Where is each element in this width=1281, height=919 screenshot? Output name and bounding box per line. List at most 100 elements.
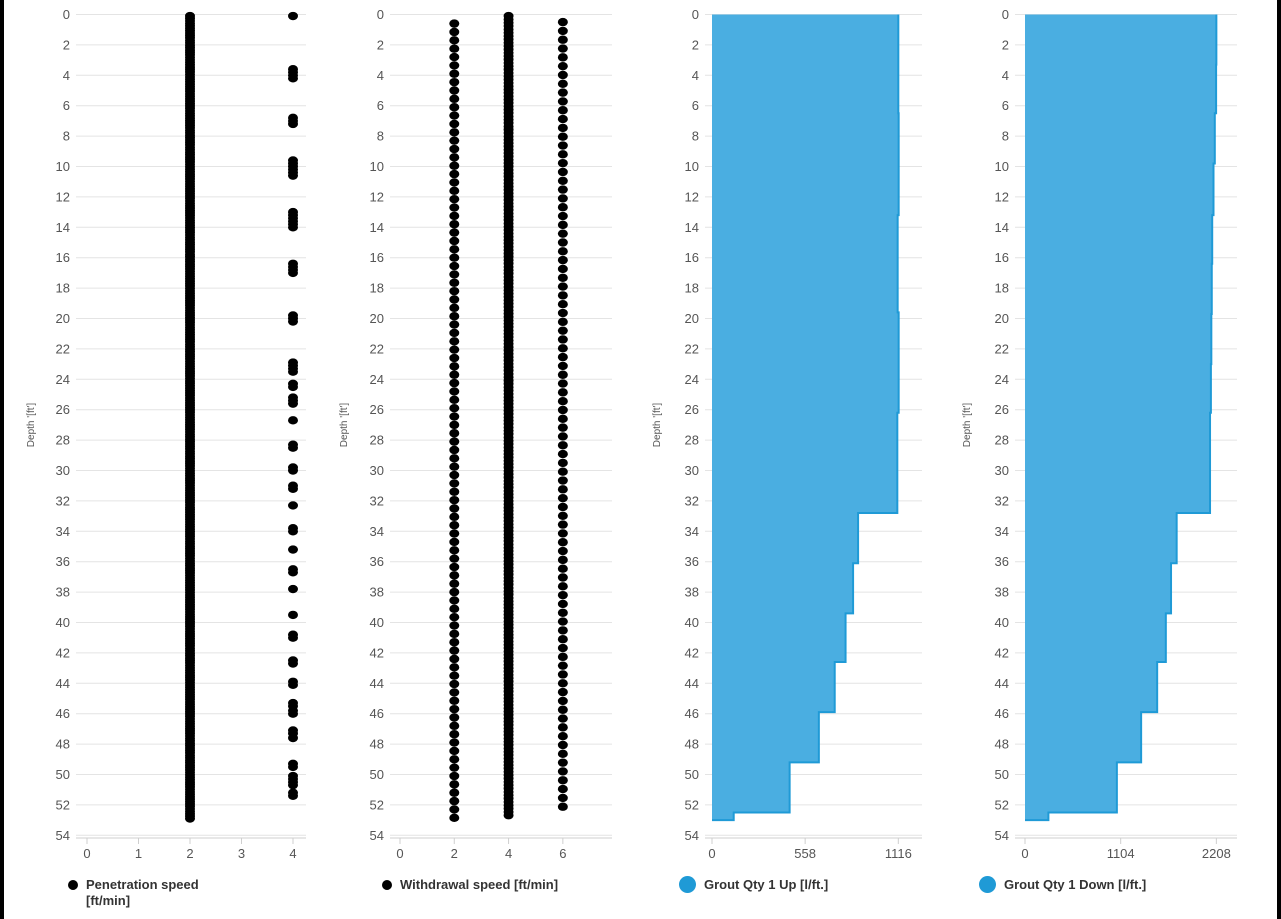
data-point <box>557 247 568 256</box>
data-point <box>449 328 460 338</box>
y-tick-label: 24 <box>995 372 1009 387</box>
data-point <box>449 69 460 78</box>
data-point <box>449 479 460 488</box>
y-tick-label: 34 <box>56 524 70 539</box>
data-point <box>557 79 568 89</box>
data-point <box>288 466 298 475</box>
y-tick-label: 6 <box>1002 98 1009 113</box>
data-point <box>288 416 298 425</box>
y-tick-label: 28 <box>995 433 1009 448</box>
y-tick-label: 42 <box>370 645 384 660</box>
legend-penetration-speed[interactable]: Penetration speed [ft/min] <box>68 877 246 909</box>
data-point <box>557 564 568 573</box>
legend-grout-qty-up[interactable]: Grout Qty 1 Up [l/ft.] <box>679 876 828 893</box>
data-point <box>449 554 460 563</box>
data-point <box>449 504 460 513</box>
y-tick-label: 20 <box>685 311 699 326</box>
data-point <box>557 670 568 679</box>
data-point <box>557 264 568 274</box>
data-point <box>449 136 460 145</box>
data-point <box>288 223 298 232</box>
data-point <box>557 326 568 335</box>
data-point <box>449 353 460 363</box>
data-point <box>288 317 298 326</box>
data-point <box>557 229 568 238</box>
data-point <box>449 278 460 287</box>
data-point <box>449 119 460 129</box>
legend-grout-qty-down[interactable]: Grout Qty 1 Down [l/ft.] <box>979 876 1146 893</box>
data-point <box>449 387 460 396</box>
data-point <box>449 337 460 346</box>
data-point <box>557 679 568 688</box>
y-tick-label: 2 <box>692 37 699 52</box>
y-tick-label: 10 <box>370 159 384 174</box>
y-tick-label: 50 <box>685 767 699 782</box>
data-point <box>449 462 460 471</box>
y-tick-label: 14 <box>370 220 384 235</box>
y-axis-label: Depth '[ft'] <box>26 403 37 448</box>
y-tick-label: 10 <box>995 159 1009 174</box>
data-point <box>557 388 568 397</box>
y-axis-label: Depth '[ft'] <box>339 403 350 448</box>
y-tick-label: 2 <box>377 37 384 52</box>
y-tick-label: 4 <box>63 68 70 83</box>
data-point <box>503 811 514 820</box>
grout-area-fill <box>1025 14 1217 821</box>
data-point <box>449 220 460 229</box>
data-point <box>449 730 460 739</box>
y-tick-label: 52 <box>370 797 384 812</box>
withdrawal-speed-chart: 0246810121416182022242628303234363840424… <box>339 7 612 861</box>
data-point <box>288 762 298 772</box>
y-tick-label: 14 <box>56 220 70 235</box>
data-point <box>449 270 460 279</box>
data-point <box>288 610 298 620</box>
data-point <box>557 53 568 62</box>
y-tick-label: 16 <box>995 250 1009 265</box>
y-tick-label: 36 <box>685 554 699 569</box>
data-point <box>449 312 460 321</box>
data-point <box>557 617 568 626</box>
data-point <box>288 633 298 642</box>
data-point <box>288 501 298 510</box>
data-point <box>449 295 460 304</box>
data-point <box>288 74 298 83</box>
data-point <box>557 220 568 230</box>
data-point <box>449 587 460 597</box>
y-tick-label: 32 <box>685 493 699 508</box>
data-point <box>449 537 460 547</box>
data-point <box>557 626 568 635</box>
grout-qty-down-chart: 0246810121416182022242628303234363840424… <box>962 7 1237 861</box>
data-point <box>449 738 460 747</box>
y-tick-label: 48 <box>56 737 70 752</box>
y-tick-label: 20 <box>370 311 384 326</box>
data-point <box>557 758 568 767</box>
y-tick-label: 16 <box>685 250 699 265</box>
data-point <box>449 111 460 120</box>
data-point <box>557 476 568 485</box>
legend-withdrawal-speed[interactable]: Withdrawal speed [ft/min] <box>382 877 558 893</box>
data-point <box>449 144 460 154</box>
y-tick-label: 40 <box>995 615 1009 630</box>
data-point <box>557 546 568 556</box>
data-point <box>449 713 460 722</box>
y-tick-label: 22 <box>995 341 1009 356</box>
data-point <box>288 680 298 690</box>
data-point <box>449 403 460 413</box>
y-tick-label: 28 <box>685 433 699 448</box>
data-point <box>449 704 460 714</box>
data-point <box>185 814 195 823</box>
y-tick-label: 42 <box>56 645 70 660</box>
data-point <box>449 654 460 664</box>
data-point <box>449 19 460 28</box>
data-point <box>449 178 460 187</box>
x-tick-label: 1104 <box>1107 846 1135 861</box>
x-tick-label: 0 <box>1021 846 1028 861</box>
data-point <box>449 94 460 104</box>
y-tick-label: 18 <box>370 281 384 296</box>
data-point <box>557 705 568 714</box>
data-point <box>449 788 460 797</box>
data-point <box>449 445 460 455</box>
x-tick-label: 6 <box>559 846 566 861</box>
data-point <box>557 344 568 353</box>
y-tick-label: 54 <box>685 828 699 843</box>
